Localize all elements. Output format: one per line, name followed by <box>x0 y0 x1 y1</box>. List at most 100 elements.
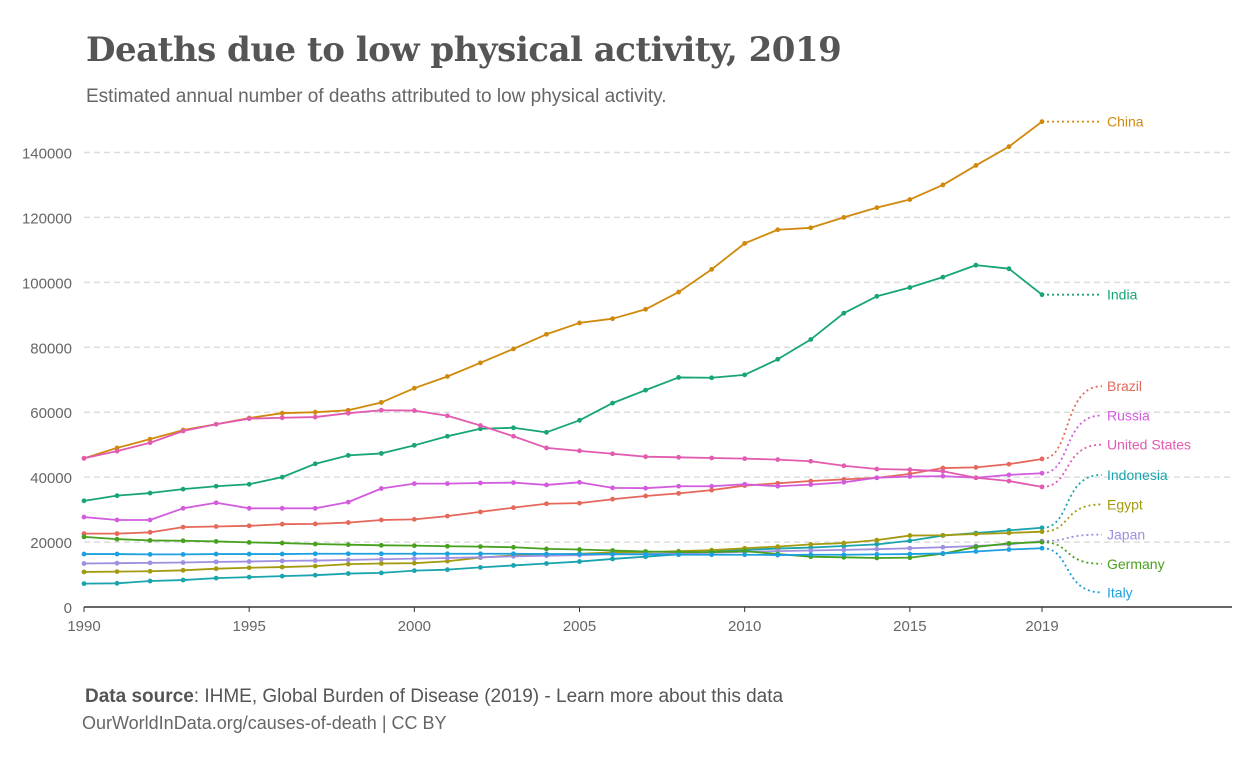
data-point-indonesia <box>610 556 615 562</box>
data-point-germany <box>444 543 450 549</box>
data-point-united-states <box>246 416 252 422</box>
data-point-egypt <box>841 540 847 546</box>
data-point-china <box>940 182 946 188</box>
data-point-united-states <box>973 475 979 481</box>
data-point-united-states <box>312 414 318 420</box>
data-point-india <box>643 387 648 393</box>
data-point-brazil <box>709 487 715 493</box>
data-point-brazil <box>444 513 450 519</box>
series-line-india <box>83 264 1043 502</box>
data-point-germany <box>279 540 285 546</box>
data-point-egypt <box>147 568 153 574</box>
data-point-japan <box>841 547 847 553</box>
data-point-china <box>279 410 285 416</box>
data-point-germany <box>378 542 384 548</box>
x-tick-label: 1995 <box>232 618 265 635</box>
data-point-china <box>973 163 979 168</box>
series-label-germany: Germany <box>1107 556 1165 572</box>
y-tick-label: 40000 <box>30 470 72 487</box>
data-point-russia <box>874 475 880 481</box>
data-point-russia <box>345 499 351 505</box>
leader-line-egypt <box>1041 503 1103 533</box>
data-point-united-states <box>907 467 913 473</box>
data-point-russia <box>676 483 682 489</box>
data-point-italy <box>709 552 715 558</box>
data-point-united-states <box>213 421 219 427</box>
data-point-egypt <box>345 561 351 567</box>
series-line-russia <box>83 472 1043 521</box>
data-point-united-states <box>1006 478 1012 484</box>
leader-line-italy <box>1041 547 1103 594</box>
data-point-italy <box>676 552 682 558</box>
data-point-italy <box>577 551 582 557</box>
series-label-india: India <box>1107 287 1138 303</box>
data-point-brazil <box>279 521 285 527</box>
data-point-china <box>411 385 417 391</box>
data-point-china <box>907 197 913 202</box>
data-point-russia <box>511 480 516 486</box>
data-point-russia <box>114 517 120 523</box>
data-point-indonesia <box>411 568 417 574</box>
data-point-germany <box>478 544 483 550</box>
data-point-russia <box>643 485 648 491</box>
leader-line-united-states <box>1041 443 1103 488</box>
data-point-china <box>478 360 483 366</box>
data-point-japan <box>378 556 384 562</box>
data-point-italy <box>312 551 318 557</box>
data-point-japan <box>411 556 417 562</box>
data-point-italy <box>973 549 979 554</box>
data-point-egypt <box>378 561 384 566</box>
data-point-italy <box>81 551 87 557</box>
data-point-united-states <box>114 448 120 454</box>
chart-subtitle: Estimated annual number of deaths attrib… <box>86 86 667 107</box>
data-point-egypt <box>312 563 318 569</box>
data-point-india <box>511 425 516 431</box>
data-point-india <box>709 375 715 381</box>
data-point-japan <box>81 561 87 566</box>
data-point-egypt <box>907 533 913 538</box>
data-point-egypt <box>1006 530 1012 536</box>
data-point-brazil <box>478 509 483 515</box>
data-point-italy <box>841 552 847 558</box>
data-point-china <box>775 227 781 233</box>
data-point-united-states <box>742 456 748 462</box>
footer-url[interactable]: OurWorldInData.org/causes-of-death | CC … <box>82 713 447 733</box>
series-label-brazil: Brazil <box>1107 378 1142 394</box>
data-point-brazil <box>180 524 186 530</box>
data-point-egypt <box>81 569 87 575</box>
axes: 0 20000 40000 60000 80000 100000 120000 140000 1… <box>22 145 1232 635</box>
data-point-india <box>444 433 450 439</box>
series-label-china: China <box>1107 114 1144 130</box>
data-point-italy <box>874 552 880 557</box>
data-point-egypt <box>279 564 285 570</box>
data-point-indonesia <box>246 574 252 580</box>
data-point-italy <box>345 551 351 557</box>
data-point-united-states <box>511 433 516 439</box>
data-point-germany <box>1006 540 1012 546</box>
data-point-brazil <box>610 496 615 502</box>
data-point-italy <box>1006 547 1012 552</box>
data-point-india <box>742 372 748 378</box>
series-label-japan: Japan <box>1107 527 1145 543</box>
learn-more-link[interactable]: Learn more about this data <box>556 686 784 707</box>
data-point-india <box>147 490 153 496</box>
data-point-japan <box>213 559 219 565</box>
data-point-germany <box>907 555 913 561</box>
y-tick-label: 120000 <box>22 210 72 227</box>
data-point-japan <box>907 545 913 551</box>
data-point-india <box>808 337 814 342</box>
data-point-germany <box>973 544 979 550</box>
data-point-russia <box>279 505 285 511</box>
data-point-india <box>907 285 913 290</box>
data-point-egypt <box>775 544 781 550</box>
data-point-italy <box>808 552 814 558</box>
data-point-indonesia <box>511 563 516 568</box>
data-point-russia <box>411 481 417 487</box>
data-point-brazil <box>544 501 549 507</box>
series-label-egypt: Egypt <box>1107 496 1143 512</box>
data-point-india <box>213 483 219 489</box>
data-point-united-states <box>709 455 715 461</box>
data-point-germany <box>147 538 153 543</box>
data-point-india <box>577 417 582 423</box>
